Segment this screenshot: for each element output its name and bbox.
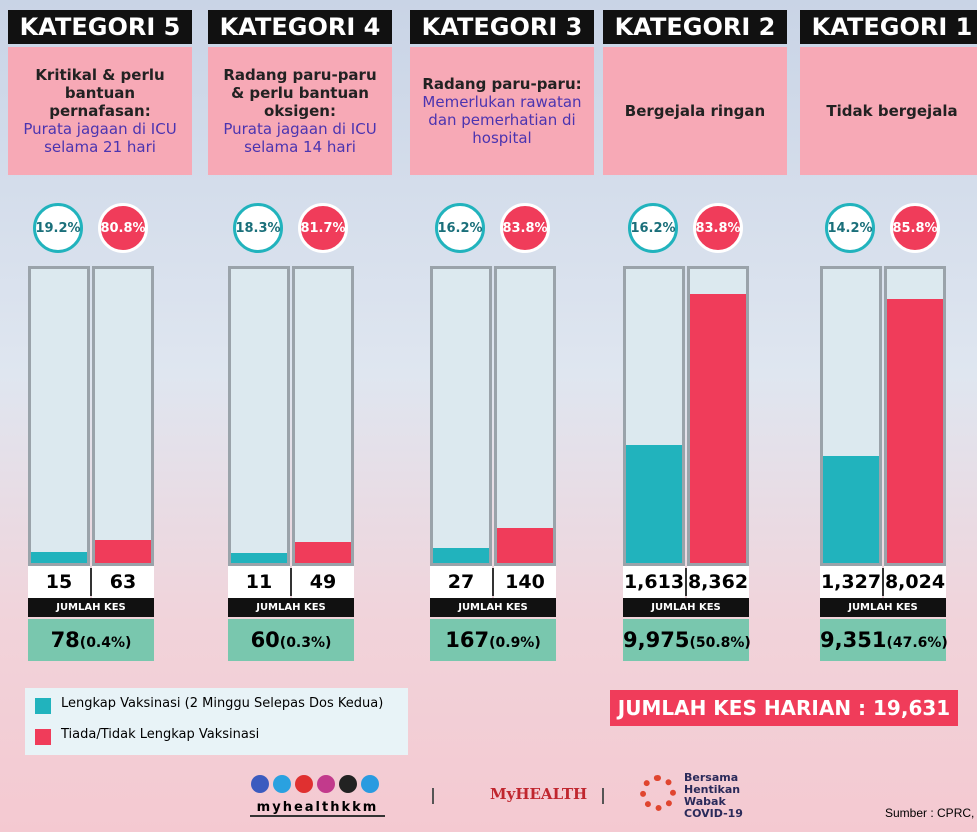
social-icons [240,775,390,795]
description-box: Tidak bergejala [800,47,977,175]
count-divider [90,568,92,596]
campaign-logo [640,775,676,811]
bar-frame [92,266,154,566]
count: 8,024 [884,566,946,598]
share: (0.9%) [489,635,541,651]
unvaccinated-pct: 85.8% [890,203,940,253]
total-label: JUMLAH KES [228,598,354,617]
total-box: 9,351(47.6%) [820,619,946,661]
total: 60 [251,628,280,652]
count-divider [290,568,292,596]
description-box: Kritikal & perlu bantuan pernafasan:Pura… [8,47,192,175]
count: 15 [28,566,90,598]
total: 78 [51,628,80,652]
legend-text: Lengkap Vaksinasi (2 Minggu Selepas Dos … [61,696,383,711]
count: 1,613 [623,566,685,598]
description: Kritikal & perlu bantuan pernafasan: [16,66,184,120]
total-label: JUMLAH KES [430,598,556,617]
share: (47.6%) [886,635,947,651]
infographic: Lengkap Vaksinasi (2 Minggu Selepas Dos … [0,0,977,832]
vaccinated-pct: 16.2% [628,203,678,253]
bar [31,552,87,563]
unvaccinated-pct: 81.7% [298,203,348,253]
bar-frame [28,266,90,566]
bar-frame [292,266,354,566]
total-box: 78(0.4%) [28,619,154,661]
description: Radang paru-paru: [418,75,586,93]
total: 9,351 [820,628,886,652]
category-title: KATEGORI 2 [603,10,787,44]
total: 167 [445,628,489,652]
note: Purata jagaan di ICU selama 14 hari [216,120,384,156]
share: (0.3%) [280,635,332,651]
total-label: JUMLAH KES [820,598,946,617]
bar-frame [494,266,556,566]
note: Purata jagaan di ICU selama 21 hari [16,120,184,156]
separator [432,788,434,804]
bar-frame [228,266,290,566]
campaign: Bersama Hentikan Wabak COVID-19 [684,772,754,820]
bar [690,294,746,563]
count: 27 [430,566,492,598]
total-label: JUMLAH KES [28,598,154,617]
bar [823,456,879,563]
total-box: 9,975(50.8%) [623,619,749,661]
count-divider [492,568,494,596]
separator [602,788,604,804]
legend-text: Tiada/Tidak Lengkap Vaksinasi [61,727,259,742]
handle: myhealthkkm [250,800,385,817]
description-box: Radang paru-paru:Memerlukan rawatan dan … [410,47,594,175]
brand: MyHEALTH [490,785,587,803]
legend: Lengkap Vaksinasi (2 Minggu Selepas Dos … [25,688,408,755]
category-title: KATEGORI 4 [208,10,392,44]
total-box: 167(0.9%) [430,619,556,661]
description: Bergejala ringan [611,102,779,120]
total-label: JUMLAH KES [623,598,749,617]
source: Sumber : CPRC, [885,806,974,820]
bar [626,445,682,563]
bar [295,542,351,563]
description: Radang paru-paru & perlu bantuan oksigen… [216,66,384,120]
legend-swatch [35,729,51,745]
category-title: KATEGORI 5 [8,10,192,44]
unvaccinated-pct: 83.8% [500,203,550,253]
total-box: 60(0.3%) [228,619,354,661]
bar [433,548,489,563]
count: 11 [228,566,290,598]
count: 49 [292,566,354,598]
bar [231,553,287,563]
category-title: KATEGORI 1 [800,10,977,44]
vaccinated-pct: 14.2% [825,203,875,253]
bar [95,540,151,563]
vaccinated-pct: 19.2% [33,203,83,253]
unvaccinated-pct: 83.8% [693,203,743,253]
count-divider [685,568,687,596]
page: Lengkap Vaksinasi (2 Minggu Selepas Dos … [0,0,977,832]
vaccinated-pct: 16.2% [435,203,485,253]
bar [887,299,943,563]
legend-swatch [35,698,51,714]
description: Tidak bergejala [808,102,976,120]
description-box: Radang paru-paru & perlu bantuan oksigen… [208,47,392,175]
count: 140 [494,566,556,598]
total: 9,975 [623,628,689,652]
description-box: Bergejala ringan [603,47,787,175]
share: (0.4%) [80,635,132,651]
daily-total: JUMLAH KES HARIAN : 19,631 [610,690,958,726]
share: (50.8%) [689,635,750,651]
count: 1,327 [820,566,882,598]
count: 8,362 [687,566,749,598]
count: 63 [92,566,154,598]
bar [497,528,553,563]
unvaccinated-pct: 80.8% [98,203,148,253]
count-divider [882,568,884,596]
category-title: KATEGORI 3 [410,10,594,44]
note: Memerlukan rawatan dan pemerhatian di ho… [418,93,586,147]
vaccinated-pct: 18.3% [233,203,283,253]
bar-frame [430,266,492,566]
